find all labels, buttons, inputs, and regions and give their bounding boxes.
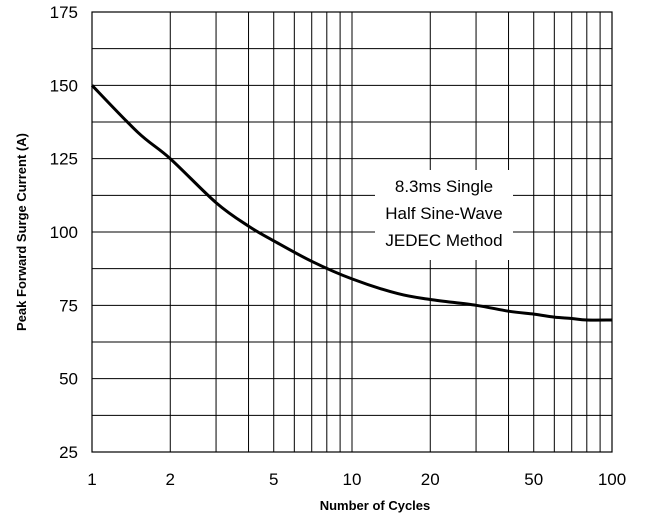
x-tick-label: 5	[269, 470, 278, 489]
plot-frame	[91, 11, 613, 453]
y-tick-label: 175	[50, 3, 78, 22]
y-axis-label: Peak Forward Surge Current (A)	[14, 133, 29, 331]
x-tick-label: 10	[343, 470, 362, 489]
x-tick-labels: 1 2 5 10 20 50 100	[87, 470, 626, 489]
annotation-line-3: JEDEC Method	[385, 231, 502, 250]
x-tick-label: 1	[87, 470, 96, 489]
x-tick-label: 20	[421, 470, 440, 489]
y-tick-label: 100	[50, 223, 78, 242]
y-tick-label: 75	[59, 296, 78, 315]
x-tick-label: 50	[524, 470, 543, 489]
y-tick-labels: 175 150 125 100 75 50 25	[50, 3, 78, 462]
y-tick-label: 150	[50, 76, 78, 95]
x-axis-label: Number of Cycles	[320, 498, 431, 513]
annotation-box	[375, 170, 513, 260]
annotation-line-2: Half Sine-Wave	[385, 204, 502, 223]
grid-lines	[92, 12, 612, 452]
x-tick-label: 2	[166, 470, 175, 489]
y-tick-label: 50	[59, 370, 78, 389]
y-tick-label: 125	[50, 150, 78, 169]
series-line	[90, 84, 613, 322]
y-tick-label: 25	[59, 443, 78, 462]
annotation-line-1: 8.3ms Single	[395, 177, 493, 196]
x-tick-label: 100	[598, 470, 626, 489]
